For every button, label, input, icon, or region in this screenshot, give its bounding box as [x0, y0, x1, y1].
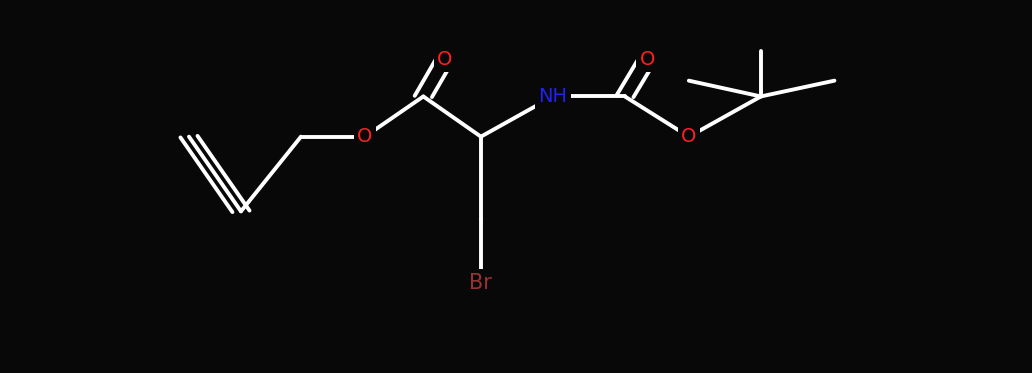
Text: O: O: [640, 50, 655, 69]
Text: O: O: [438, 50, 453, 69]
Text: O: O: [357, 127, 373, 146]
Text: NH: NH: [539, 87, 568, 106]
Text: Br: Br: [470, 273, 492, 293]
Text: O: O: [681, 127, 697, 146]
